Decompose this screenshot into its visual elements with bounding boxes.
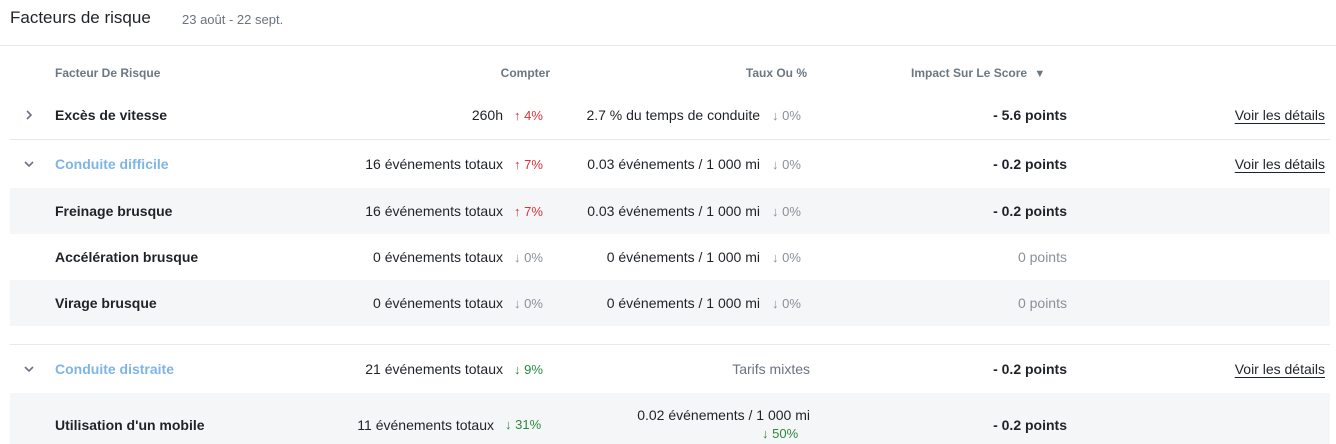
- rate-change: ↓ 0%: [772, 296, 801, 311]
- count-change: ↓ 9%: [514, 362, 543, 377]
- column-header-impact-label: Impact Sur Le Score: [911, 66, 1028, 80]
- rate-value: Tarifs mixtes: [732, 361, 810, 377]
- column-header-factor[interactable]: Facteur De Risque: [55, 66, 161, 80]
- factor-label: Utilisation d'un mobile: [55, 417, 205, 433]
- factor-label[interactable]: Conduite difficile: [55, 156, 169, 172]
- factor-label[interactable]: Conduite distraite: [55, 361, 175, 377]
- impact-value: - 0.2 points: [993, 203, 1067, 219]
- rate-change: ↓ 50%: [762, 426, 799, 441]
- chevron-down-icon[interactable]: [22, 362, 36, 376]
- table-row: Freinage brusque 16 événements totaux ↑ …: [10, 188, 1330, 234]
- rate-value: 0.03 événements / 1 000 mi: [587, 156, 760, 172]
- arrow-up-icon: ↑: [514, 204, 521, 219]
- count-value: 0 événements totaux: [373, 249, 503, 265]
- table-row[interactable]: Conduite difficile 16 événements totaux …: [10, 141, 1330, 188]
- arrow-up-icon: ↑: [514, 157, 521, 172]
- rate-value: 0.03 événements / 1 000 mi: [587, 203, 760, 219]
- date-range: 23 août - 22 sept.: [182, 12, 284, 27]
- impact-value: - 0.2 points: [993, 361, 1067, 377]
- table-row: Utilisation d'un mobile 11 événements to…: [10, 393, 1330, 444]
- count-value: 260h: [471, 107, 503, 123]
- arrow-down-icon: ↓: [772, 296, 779, 311]
- chevron-right-icon[interactable]: [22, 108, 36, 122]
- arrow-down-icon: ↓: [514, 250, 521, 265]
- column-header-impact[interactable]: Impact Sur Le Score ▼: [911, 66, 1045, 80]
- factor-label: Virage brusque: [55, 295, 157, 311]
- rate-value: 2.7 % du temps de conduite: [586, 107, 760, 123]
- column-header-rate[interactable]: Taux Ou %: [745, 66, 807, 80]
- count-value: 16 événements totaux: [365, 203, 503, 219]
- panel-header: Facteurs de risque 23 août - 22 sept.: [0, 0, 1336, 46]
- section-divider: [10, 344, 1330, 345]
- rate-value: 0 événements / 1 000 mi: [606, 249, 760, 265]
- arrow-down-icon: ↓: [514, 296, 521, 311]
- table-row: Accélération brusque 0 événements totaux…: [10, 234, 1330, 280]
- arrow-down-icon: ↓: [772, 108, 779, 123]
- impact-value: - 0.2 points: [993, 156, 1067, 172]
- count-change: ↑ 7%: [514, 204, 543, 219]
- count-value: 0 événements totaux: [373, 295, 503, 311]
- count-change: ↓ 31%: [505, 417, 542, 432]
- arrow-down-icon: ↓: [514, 362, 521, 377]
- rate-value: 0 événements / 1 000 mi: [606, 295, 760, 311]
- column-header-count[interactable]: Compter: [500, 66, 550, 80]
- count-value: 11 événements totaux: [357, 417, 494, 433]
- count-change: ↑ 7%: [514, 157, 543, 172]
- count-value: 21 événements totaux: [365, 361, 503, 377]
- arrow-up-icon: ↑: [514, 108, 521, 123]
- rate-change: ↓ 0%: [772, 108, 801, 123]
- table-row[interactable]: Excès de vitesse 260h ↑ 4% 2.7 % du temp…: [10, 92, 1330, 140]
- chevron-down-icon[interactable]: [22, 157, 36, 171]
- rate-change: ↓ 0%: [772, 157, 801, 172]
- arrow-down-icon: ↓: [772, 157, 779, 172]
- arrow-down-icon: ↓: [772, 250, 779, 265]
- count-change: ↓ 0%: [514, 250, 543, 265]
- factor-label: Accélération brusque: [55, 249, 199, 265]
- count-value: 16 événements totaux: [365, 156, 503, 172]
- impact-value: 0 points: [1017, 295, 1067, 311]
- rate-change: ↓ 0%: [772, 250, 801, 265]
- rate-change: ↓ 0%: [772, 204, 801, 219]
- arrow-down-icon: ↓: [772, 204, 779, 219]
- rate-value: 0.02 événements / 1 000 mi: [637, 407, 810, 423]
- impact-value: - 0.2 points: [993, 417, 1067, 433]
- sort-desc-icon: ▼: [1034, 68, 1046, 80]
- impact-value: - 5.6 points: [993, 107, 1067, 123]
- view-details-link[interactable]: Voir les détails: [1234, 156, 1325, 172]
- factor-label: Freinage brusque: [55, 203, 173, 219]
- table-row[interactable]: Conduite distraite 21 événements totaux …: [10, 346, 1330, 393]
- count-change: ↑ 4%: [514, 108, 543, 123]
- panel-title: Facteurs de risque: [10, 8, 151, 27]
- view-details-link[interactable]: Voir les détails: [1234, 107, 1325, 123]
- impact-value: 0 points: [1017, 249, 1067, 265]
- arrow-down-icon: ↓: [505, 417, 512, 432]
- count-change: ↓ 0%: [514, 296, 543, 311]
- factor-label: Excès de vitesse: [55, 107, 168, 123]
- table-row: Virage brusque 0 événements totaux ↓ 0% …: [10, 280, 1330, 326]
- arrow-down-icon: ↓: [762, 426, 769, 441]
- view-details-link[interactable]: Voir les détails: [1234, 361, 1325, 377]
